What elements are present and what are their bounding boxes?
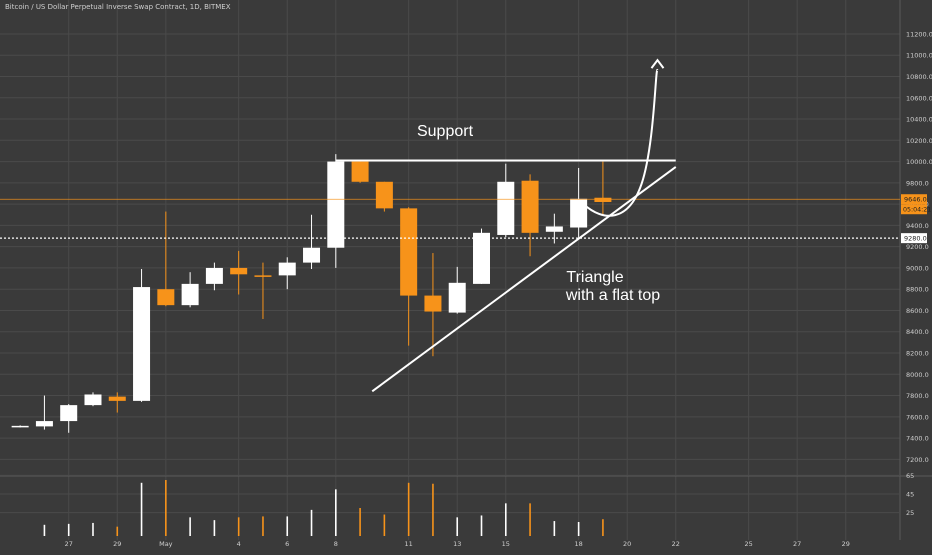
candle-body — [375, 181, 393, 209]
price-tag-text: 9646.0 — [904, 196, 927, 204]
candle-body — [133, 287, 151, 401]
candle-body — [157, 289, 175, 306]
price-tick-label: 11200.0 — [906, 30, 932, 38]
candle-body — [545, 226, 563, 232]
support-annotation: Support — [416, 123, 474, 140]
date-tick-label: 15 — [502, 540, 510, 548]
candle-body — [84, 394, 102, 406]
date-tick-label: 8 — [334, 540, 338, 548]
candle-body — [181, 283, 199, 306]
price-tick-label: 8400.0 — [906, 328, 929, 336]
price-tick-label: 9200.0 — [906, 243, 929, 251]
candle-body — [108, 396, 126, 401]
candle-body — [448, 282, 466, 313]
date-tick-label: 27 — [65, 540, 73, 548]
price-tag-box — [901, 233, 927, 244]
candle-body — [303, 247, 321, 263]
date-tick-label: 11 — [405, 540, 413, 548]
price-tick-label: 10200.0 — [906, 137, 932, 145]
price-tag-orange: 9646.0 05:04:21 — [901, 194, 931, 215]
volume-tick-label: 45 — [906, 491, 914, 499]
date-tick-label: 4 — [237, 540, 241, 548]
date-tick-label: 29 — [842, 540, 850, 548]
price-tag-box — [901, 194, 927, 205]
candle-body — [521, 180, 539, 233]
price-tick-label: 7400.0 — [906, 435, 929, 443]
date-tick-label: 22 — [672, 540, 680, 548]
date-tick-label: 13 — [453, 540, 461, 548]
triangle-trend-line — [371, 166, 677, 393]
date-tick-label: 29 — [113, 540, 121, 548]
price-tick-label: 9400.0 — [906, 222, 929, 230]
candle-body — [278, 262, 296, 276]
price-tick-label: 8600.0 — [906, 307, 929, 315]
candle-body — [570, 198, 588, 228]
date-tick-label: 27 — [793, 540, 801, 548]
price-tick-label: 9800.0 — [906, 179, 929, 187]
arrow-head-icon — [650, 58, 665, 69]
triangle-annotation: Triangle — [566, 269, 624, 286]
triangle-annotation-subtitle: with a flat top — [565, 287, 661, 304]
candle-body — [594, 197, 612, 202]
countdown-text: 05:04:21 — [903, 207, 931, 214]
price-tick-label: 8200.0 — [906, 350, 929, 358]
price-tag-white: 9280.0 — [901, 233, 927, 244]
price-tick-label: 10600.0 — [906, 94, 932, 102]
candle-body — [351, 161, 369, 182]
candle-body — [11, 425, 29, 428]
countdown-box — [901, 204, 927, 215]
volume-tick-label: 25 — [906, 509, 914, 517]
price-tick-label: 7600.0 — [906, 413, 929, 421]
candle-body — [473, 232, 491, 284]
volume-tick-label: 65 — [906, 472, 914, 480]
price-tag-text: 9280.0 — [904, 235, 927, 243]
candle-body — [35, 421, 53, 427]
candle-body — [205, 267, 223, 284]
price-tick-label: 8800.0 — [906, 286, 929, 294]
candle-body — [424, 295, 442, 312]
chart-title: Bitcoin / US Dollar Perpetual Inverse Sw… — [5, 3, 231, 11]
price-tick-label: 9000.0 — [906, 264, 929, 272]
candle-body — [497, 181, 515, 235]
price-tick-label: 10800.0 — [906, 73, 932, 81]
date-tick-label: 6 — [285, 540, 289, 548]
candle-body — [254, 275, 272, 277]
price-tick-label: 10400.0 — [906, 116, 932, 124]
date-tick-label: May — [159, 540, 173, 548]
date-tick-label: 25 — [744, 540, 752, 548]
projection-arrow — [582, 69, 659, 217]
price-tick-label: 10000.0 — [906, 158, 932, 166]
price-tick-label: 8000.0 — [906, 371, 929, 379]
date-tick-label: 20 — [623, 540, 631, 548]
date-tick-label: 18 — [574, 540, 582, 548]
price-tick-label: 11000.0 — [906, 52, 932, 60]
candle-body — [60, 405, 78, 422]
candle-body — [327, 161, 345, 248]
price-tick-label: 7800.0 — [906, 392, 929, 400]
candle-body — [230, 267, 248, 275]
price-tick-label: 7200.0 — [906, 456, 929, 464]
candle-body — [400, 208, 418, 296]
